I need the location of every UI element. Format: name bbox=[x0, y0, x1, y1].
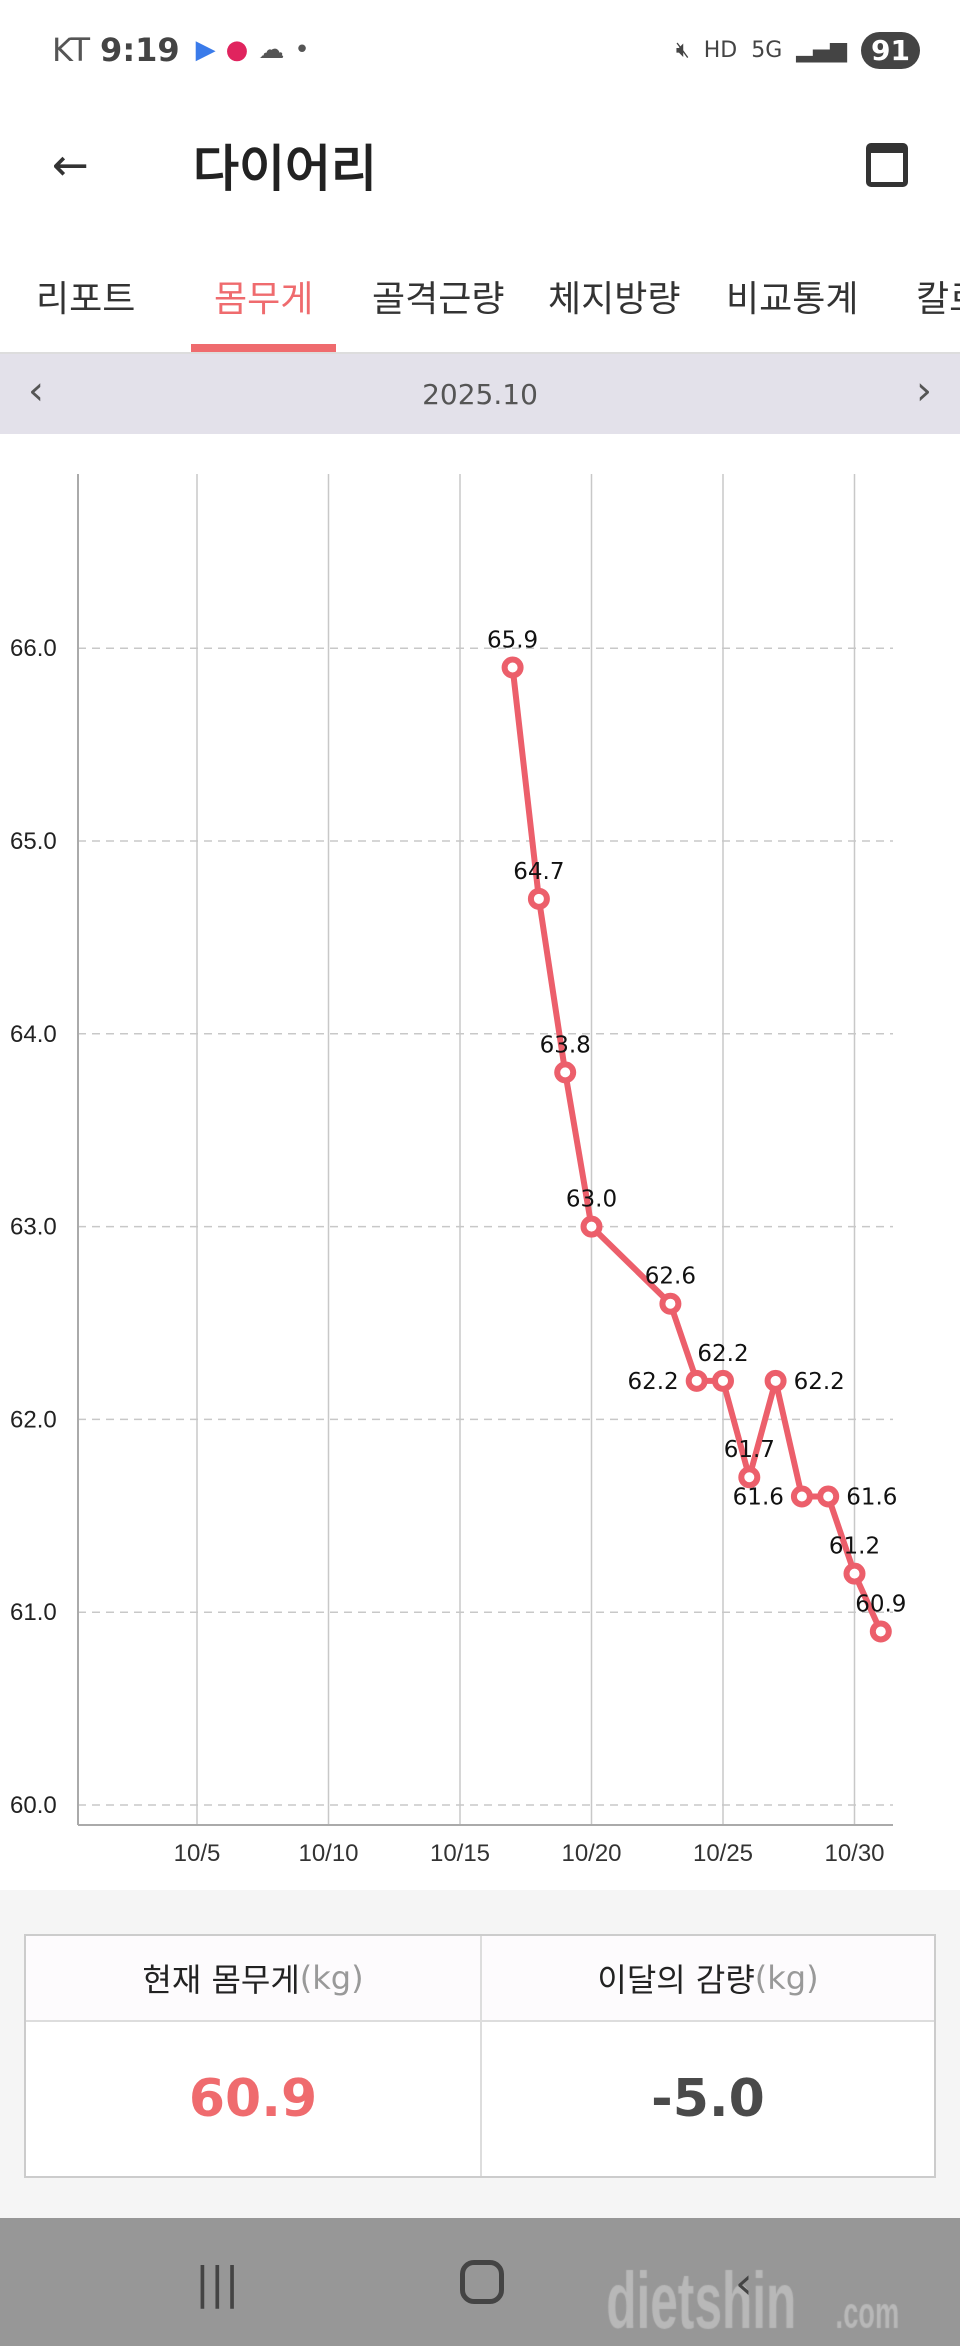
tab-report[interactable]: 리포트 bbox=[36, 279, 136, 320]
y-tick-label: 64.0 bbox=[10, 1021, 57, 1048]
active-tab-indicator bbox=[191, 344, 336, 352]
recent-apps-icon[interactable]: ||| bbox=[195, 2258, 240, 2309]
monthly-loss-header: 이달의 감량 (kg) bbox=[480, 1936, 934, 2022]
data-point bbox=[712, 1369, 734, 1392]
current-weight-value: 60.9 bbox=[188, 2069, 318, 2129]
network-icon: 5G bbox=[751, 37, 783, 63]
data-point bbox=[685, 1369, 708, 1392]
cloud-icon: ☁ bbox=[258, 35, 285, 65]
x-tick-label: 10/10 bbox=[298, 1840, 358, 1867]
data-point bbox=[527, 887, 550, 910]
back-icon[interactable]: ‹ bbox=[735, 2258, 753, 2309]
mute-icon: 🔇︎ bbox=[675, 37, 690, 63]
data-label: 60.9 bbox=[855, 1591, 906, 1617]
y-tick-label: 63.0 bbox=[10, 1214, 57, 1241]
app-header: ← 다이어리 bbox=[0, 100, 960, 230]
tab-muscle[interactable]: 골격근량 bbox=[372, 279, 505, 320]
unit-label: (kg) bbox=[754, 1959, 819, 1997]
weight-chart: 10/5 10/10 10/15 10/20 10/25 10/30 60.0 61.0 62.… bbox=[0, 434, 960, 1890]
prev-month-chevron-icon[interactable]: ‹ bbox=[28, 368, 44, 414]
data-point bbox=[790, 1485, 813, 1508]
monthly-loss-label: 이달의 감량 bbox=[597, 1961, 755, 1999]
data-point bbox=[764, 1369, 787, 1392]
data-point bbox=[869, 1620, 892, 1643]
watermark-logo bbox=[600, 2218, 940, 2346]
data-label: 62.2 bbox=[697, 1341, 748, 1367]
data-label: 62.6 bbox=[645, 1264, 696, 1290]
summary-section: 현재 몸무게 (kg) 이달의 감량 (kg) 60.9 -5.0 bbox=[0, 1890, 960, 2218]
tab-weight[interactable]: 몸무게 bbox=[214, 279, 314, 320]
data-label: 61.2 bbox=[829, 1534, 880, 1560]
status-bar: KT 9:19 ▶ ● ☁ • 🔇︎ HD 5G ▂▄▆ 91 bbox=[0, 0, 960, 100]
current-weight-header: 현재 몸무게 (kg) bbox=[26, 1936, 480, 2022]
data-label: 63.0 bbox=[566, 1187, 617, 1213]
x-tick-label: 10/30 bbox=[824, 1840, 884, 1867]
clock: 9:19 bbox=[100, 31, 180, 69]
data-point bbox=[843, 1562, 866, 1585]
data-label: 61.7 bbox=[724, 1437, 775, 1463]
data-point bbox=[738, 1466, 761, 1489]
carrier: KT bbox=[52, 31, 91, 69]
y-tick-label: 62.0 bbox=[10, 1406, 57, 1433]
dot-icon: • bbox=[294, 35, 310, 65]
data-point bbox=[817, 1485, 840, 1508]
data-point bbox=[580, 1215, 603, 1238]
home-icon[interactable] bbox=[460, 2260, 504, 2304]
monthly-loss-value: -5.0 bbox=[480, 2022, 934, 2176]
summary-table: 현재 몸무게 (kg) 이달의 감량 (kg) 60.9 -5.0 bbox=[24, 1934, 936, 2178]
data-label: 62.2 bbox=[794, 1369, 845, 1395]
calendar-icon[interactable] bbox=[866, 143, 908, 187]
data-label: 62.2 bbox=[627, 1369, 678, 1395]
tab-compare[interactable]: 비교통계 bbox=[726, 279, 859, 320]
dot-icon: ● bbox=[225, 35, 249, 65]
tab-body-fat[interactable]: 체지방량 bbox=[548, 279, 681, 320]
data-point bbox=[659, 1292, 682, 1315]
x-tick-label: 10/15 bbox=[430, 1840, 490, 1867]
month-navigator: ‹ 2025.10 › bbox=[0, 354, 960, 434]
next-month-chevron-icon[interactable]: › bbox=[916, 368, 932, 414]
weight-line-chart: 10/5 10/10 10/15 10/20 10/25 10/30 60.0 61.0 62.… bbox=[10, 474, 906, 1867]
signal-icon: ▂▄▆ bbox=[796, 37, 848, 63]
current-month: 2025.10 bbox=[422, 377, 538, 411]
data-label: 65.9 bbox=[487, 627, 538, 653]
data-label: 61.6 bbox=[846, 1485, 897, 1511]
y-tick-label: 60.0 bbox=[10, 1792, 57, 1819]
hd-icon: HD bbox=[703, 37, 738, 63]
tab-bar: 리포트 몸무게 골격근량 체지방량 비교통계 칼로 bbox=[0, 230, 960, 354]
back-arrow-icon[interactable]: ← bbox=[52, 139, 89, 191]
x-tick-label: 10/25 bbox=[693, 1840, 753, 1867]
battery-icon: 91 bbox=[861, 31, 920, 69]
x-tick-label: 10/20 bbox=[561, 1840, 621, 1867]
current-weight-label: 현재 몸무게 bbox=[142, 1961, 300, 1999]
data-label: 63.8 bbox=[540, 1032, 591, 1058]
data-point bbox=[501, 656, 524, 679]
y-tick-label: 66.0 bbox=[10, 635, 57, 662]
data-point bbox=[554, 1061, 577, 1084]
y-tick-label: 65.0 bbox=[10, 828, 57, 855]
unit-label: (kg) bbox=[299, 1959, 364, 1997]
system-nav-bar: ||| ‹ bbox=[0, 2218, 960, 2346]
tab-calorie[interactable]: 칼로 bbox=[916, 279, 960, 320]
y-tick-label: 61.0 bbox=[10, 1599, 57, 1626]
play-icon: ▶ bbox=[195, 35, 216, 65]
page-title: 다이어리 bbox=[193, 140, 377, 198]
data-label: 64.7 bbox=[513, 859, 564, 885]
notification-icons: ▶ ● ☁ • bbox=[196, 35, 310, 65]
x-tick-label: 10/5 bbox=[174, 1840, 221, 1867]
data-label: 61.6 bbox=[733, 1485, 784, 1511]
